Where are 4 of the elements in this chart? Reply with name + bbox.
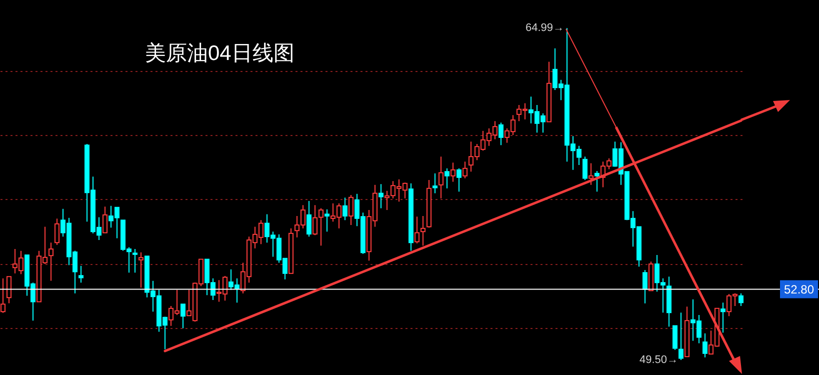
annotation: 64.99→ <box>525 22 564 34</box>
text: 美原油04日线图 <box>145 42 294 65</box>
ref-line-label: 52.80 <box>784 282 814 296</box>
annotation: 49.50→ <box>639 354 678 366</box>
